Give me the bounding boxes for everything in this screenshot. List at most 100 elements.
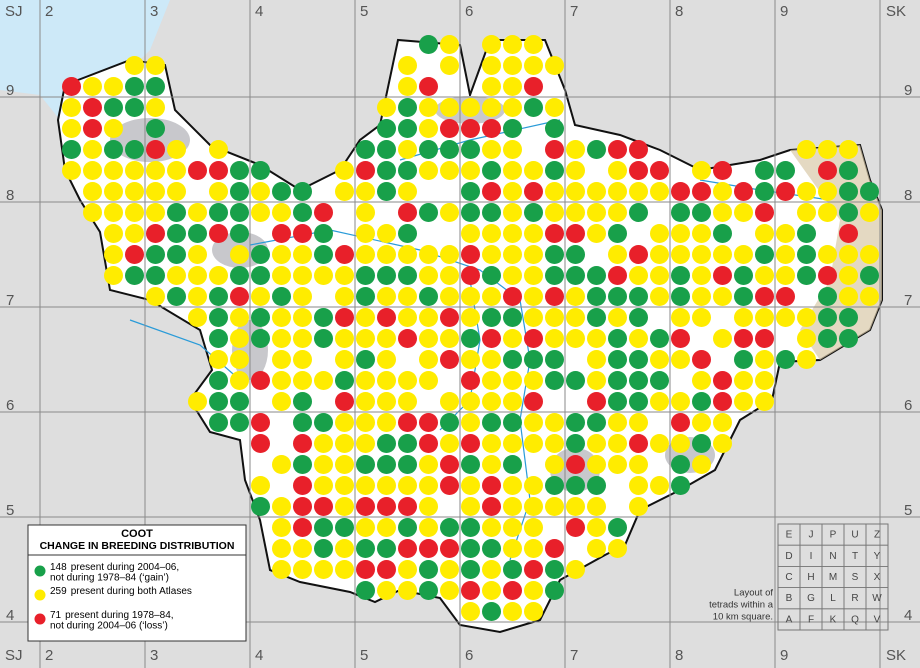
tetrad-dot <box>482 539 501 558</box>
grid-corner: SK <box>886 647 906 664</box>
tetrad-letter: P <box>830 530 837 541</box>
tetrad-dot <box>545 266 564 285</box>
tetrad-dot <box>566 182 585 201</box>
tetrad-dot <box>566 224 585 243</box>
tetrad-dot <box>146 203 165 222</box>
tetrad-dot <box>839 161 858 180</box>
tetrad-dot <box>566 287 585 306</box>
tetrad-dot <box>356 161 375 180</box>
tetrad-dot <box>398 140 417 159</box>
tetrad-dot <box>335 413 354 432</box>
tetrad-dot <box>209 203 228 222</box>
tetrad-dot <box>440 539 459 558</box>
column-label: 9 <box>780 647 788 664</box>
tetrad-dot <box>440 245 459 264</box>
tetrad-dot <box>482 455 501 474</box>
tetrad-dot <box>503 518 522 537</box>
tetrad-dot <box>545 119 564 138</box>
tetrad-dot <box>755 245 774 264</box>
tetrad-letter: G <box>807 593 815 604</box>
tetrad-dot <box>230 287 249 306</box>
tetrad-dot <box>503 350 522 369</box>
tetrad-dot <box>692 455 711 474</box>
tetrad-dot <box>272 392 291 411</box>
tetrad-dot <box>419 539 438 558</box>
tetrad-dot <box>440 329 459 348</box>
tetrad-dot <box>755 308 774 327</box>
tetrad-dot <box>398 119 417 138</box>
tetrad-dot <box>608 434 627 453</box>
tetrad-dot <box>566 434 585 453</box>
tetrad-dot <box>440 308 459 327</box>
tetrad-dot <box>839 182 858 201</box>
tetrad-dot <box>146 98 165 117</box>
tetrad-dot <box>440 119 459 138</box>
tetrad-dot <box>650 434 669 453</box>
tetrad-dot <box>629 350 648 369</box>
column-label: 3 <box>150 3 158 20</box>
tetrad-dot <box>629 434 648 453</box>
tetrad-dot <box>776 245 795 264</box>
tetrad-dot <box>314 476 333 495</box>
tetrad-dot <box>419 161 438 180</box>
sea <box>0 0 360 250</box>
tetrad-dot <box>629 329 648 348</box>
tetrad-dot <box>461 602 480 621</box>
tetrad-dot <box>440 161 459 180</box>
tetrad-dot <box>713 182 732 201</box>
tetrad-dot <box>713 413 732 432</box>
tetrad-dot <box>503 287 522 306</box>
tetrad-dot <box>356 392 375 411</box>
tetrad-dot <box>461 203 480 222</box>
column-label: 5 <box>360 3 368 20</box>
tetrad-dot <box>566 161 585 180</box>
tetrad-dot <box>188 308 207 327</box>
tetrad-dot <box>545 581 564 600</box>
tetrad-dot <box>713 371 732 390</box>
tetrad-dot <box>230 371 249 390</box>
tetrad-dot <box>524 350 543 369</box>
tetrad-dot <box>734 308 753 327</box>
tetrad-dot <box>797 329 816 348</box>
tetrad-dot <box>608 287 627 306</box>
tetrad-dot <box>461 245 480 264</box>
tetrad-dot <box>230 392 249 411</box>
tetrad-dot <box>314 560 333 579</box>
tetrad-dot <box>587 350 606 369</box>
tetrad-dot <box>587 371 606 390</box>
legend-swatch <box>34 565 46 577</box>
tetrad-dot <box>356 413 375 432</box>
tetrad-dot <box>356 287 375 306</box>
tetrad-dot <box>398 287 417 306</box>
tetrad-dot <box>314 308 333 327</box>
tetrad-dot <box>377 98 396 117</box>
tetrad-dot <box>524 497 543 516</box>
legend-items: 148 present during 2004–06,not during 197… <box>34 562 192 632</box>
legend-label: 259 present during both Atlases <box>50 586 192 597</box>
legend-text: present during 1978–84, <box>65 610 173 621</box>
tetrad-dot <box>314 266 333 285</box>
tetrad-dot <box>419 308 438 327</box>
tetrad-dot <box>377 245 396 264</box>
tetrad-dot <box>797 245 816 264</box>
tetrad-dot <box>104 245 123 264</box>
tetrad-dot <box>524 602 543 621</box>
tetrad-dot <box>524 308 543 327</box>
tetrad-dot <box>146 245 165 264</box>
tetrad-dot <box>503 119 522 138</box>
tetrad-dot <box>587 203 606 222</box>
tetrad-dot <box>398 539 417 558</box>
tetrad-letter: M <box>829 572 837 583</box>
tetrad-dot <box>146 56 165 75</box>
tetrad-dot <box>125 56 144 75</box>
tetrad-dot <box>230 329 249 348</box>
tetrad-dot <box>335 245 354 264</box>
tetrad-caption: tetrads within a <box>709 600 774 611</box>
tetrad-dot <box>545 434 564 453</box>
tetrad-dot <box>503 476 522 495</box>
tetrad-dot <box>755 161 774 180</box>
tetrad-dot <box>377 455 396 474</box>
tetrad-dot <box>377 140 396 159</box>
tetrad-dot <box>545 539 564 558</box>
